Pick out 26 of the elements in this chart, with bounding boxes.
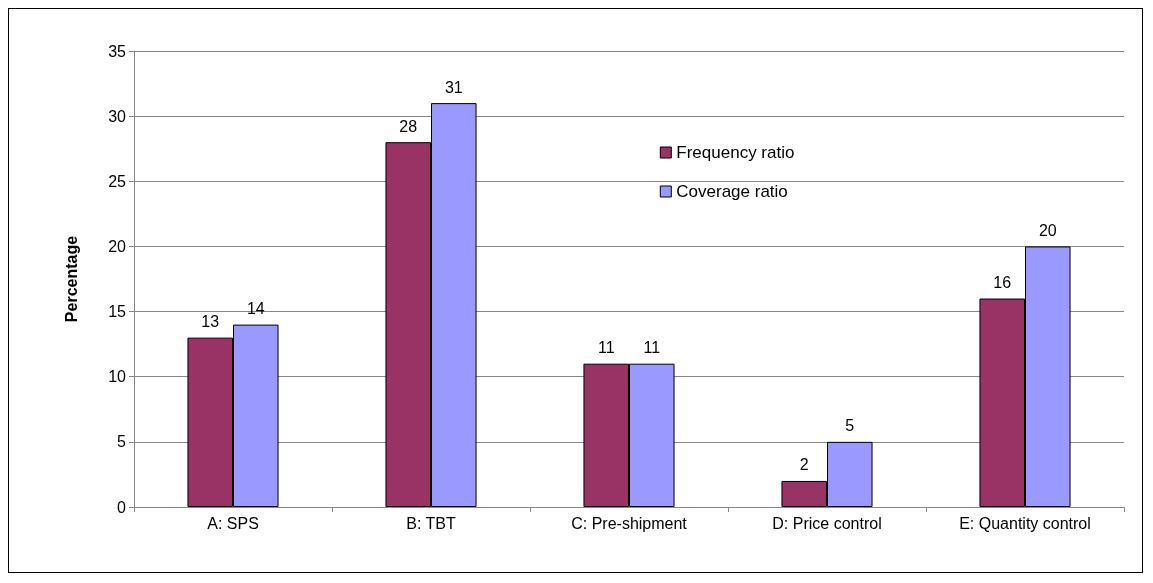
data-label: 11 (597, 339, 615, 357)
data-label: 2 (799, 456, 809, 474)
data-label: 14 (246, 300, 265, 318)
y-tick-label: 10 (108, 368, 127, 386)
x-tick-label: A: SPS (207, 514, 259, 532)
y-tick-label: 15 (108, 303, 127, 321)
data-label: 31 (444, 78, 463, 96)
x-tick-label: D: Price control (772, 514, 882, 532)
data-label: 20 (1038, 221, 1057, 239)
y-tick-label: 25 (108, 172, 127, 190)
y-tick-label: 0 (117, 498, 127, 516)
data-label: 13 (201, 313, 220, 331)
x-tick-label: C: Pre-shipment (571, 514, 688, 532)
data-label: 5 (845, 417, 855, 435)
x-tick-label: E: Quantity control (959, 514, 1091, 532)
y-axis-title: Percentage (62, 235, 80, 323)
data-label: 28 (399, 117, 418, 135)
legend-label: Coverage ratio (676, 182, 788, 201)
data-label: 16 (993, 274, 1012, 292)
y-tick-label: 5 (117, 433, 127, 451)
y-tick-label: 20 (108, 237, 127, 255)
data-label: 11 (643, 339, 661, 357)
legend-label: Frequency ratio (676, 143, 795, 162)
y-tick-label: 30 (108, 107, 127, 125)
y-tick-label: 35 (108, 42, 127, 60)
x-tick-label: B: TBT (406, 514, 456, 532)
